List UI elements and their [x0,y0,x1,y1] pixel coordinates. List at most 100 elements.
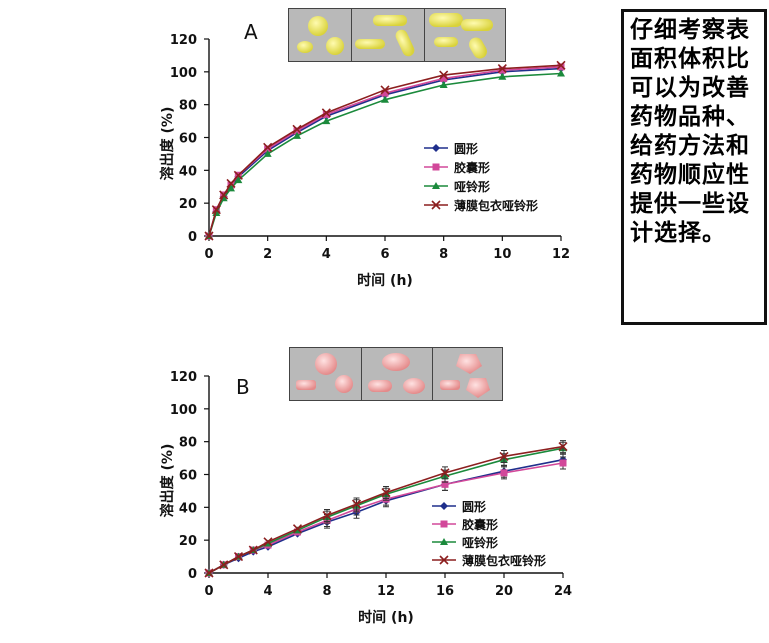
data-point [382,490,390,498]
series-round [205,453,567,577]
legend-marker [432,144,440,152]
series-dumbbell [205,69,565,239]
data-point [500,455,508,463]
series-dumbbell [205,441,567,576]
data-point [227,182,235,191]
dumbbell-tablet-icon [456,354,482,374]
x-tick-label: 4 [263,584,272,599]
error-bar [324,515,330,529]
series-line [208,64,562,237]
data-point [248,545,258,555]
error-bar [501,449,507,463]
data-point [226,178,236,189]
data-point [323,518,331,527]
legend-label: 哑铃形 [454,179,490,194]
data-point [557,63,565,71]
data-point [558,442,568,452]
data-point [381,95,389,103]
data-point [293,128,301,137]
legend-label: 薄膜包衣哑铃形 [462,553,546,568]
legend-label: 胶囊形 [462,517,498,532]
data-point [294,528,301,536]
data-point [205,569,213,577]
error-bar [324,509,330,523]
data-point [234,552,243,560]
y-axis-label: 溶出度 (%) [159,444,176,518]
y-tick-label: 120 [170,33,197,48]
tablet-images-a [288,8,506,62]
series-line [208,72,562,237]
y-tick-label: 20 [179,197,197,212]
data-point [263,142,273,152]
data-point [441,480,449,489]
data-point [381,90,389,99]
data-point [264,145,272,153]
y-tick-label: 0 [188,230,197,245]
error-bar [560,453,566,467]
data-point [323,513,331,521]
data-point [500,467,508,476]
data-point [498,72,507,80]
series-line [208,66,562,237]
y-tick-label: 80 [179,436,197,451]
data-point [234,176,243,184]
data-point [204,568,214,578]
data-point [321,108,331,118]
capsule-tablet-icon [382,353,410,371]
legend-label: 哑铃形 [462,535,498,550]
data-point [292,524,303,534]
x-tick-label: 6 [380,247,389,262]
data-point [292,124,302,134]
data-point [293,127,301,135]
y-axis-label: 溶出度 (%) [159,107,176,181]
error-bar [442,469,448,483]
data-point [211,205,221,215]
data-point [249,546,257,554]
data-point [440,74,448,82]
x-tick-label: 4 [322,247,331,262]
data-point [234,172,243,181]
data-point [235,553,242,561]
annotation-text: 仔细考察表面积体积比可以为改善药物品种、给药方法和药物顺应性提供一些设计选择。 [630,17,750,246]
data-point [323,516,331,524]
data-point [264,541,272,549]
data-point [498,67,507,76]
data-point [352,508,361,517]
legend-label: 圆形 [462,500,486,514]
error-bar [353,499,360,513]
data-point [219,560,229,570]
legend-marker [439,555,449,565]
y-tick-label: 100 [170,66,197,81]
data-point [233,552,244,562]
x-axis-label: 时间 (h) [358,609,414,626]
legend-marker [440,538,448,545]
data-point [234,554,243,563]
legend-marker [440,520,448,528]
legend-marker [432,163,440,171]
data-point [557,69,565,77]
data-point [212,207,221,216]
series-line [208,67,562,237]
data-point [205,569,213,576]
data-point [205,232,213,240]
data-point [219,560,228,568]
error-bar [442,466,448,480]
data-point [500,469,508,477]
data-point [380,85,390,95]
series-line [208,447,564,574]
data-point [499,451,509,462]
data-point [439,70,449,80]
data-point [439,80,448,88]
error-bar [353,497,360,511]
data-point [352,501,361,509]
x-tick-label: 0 [204,247,213,262]
legend-label: 圆形 [454,142,478,156]
x-tick-label: 8 [439,247,448,262]
error-bar [501,453,507,467]
legend-marker [432,182,440,189]
data-point [322,510,332,521]
x-tick-label: 12 [552,247,570,262]
x-tick-label: 2 [263,247,272,262]
series-capsule [205,63,565,240]
